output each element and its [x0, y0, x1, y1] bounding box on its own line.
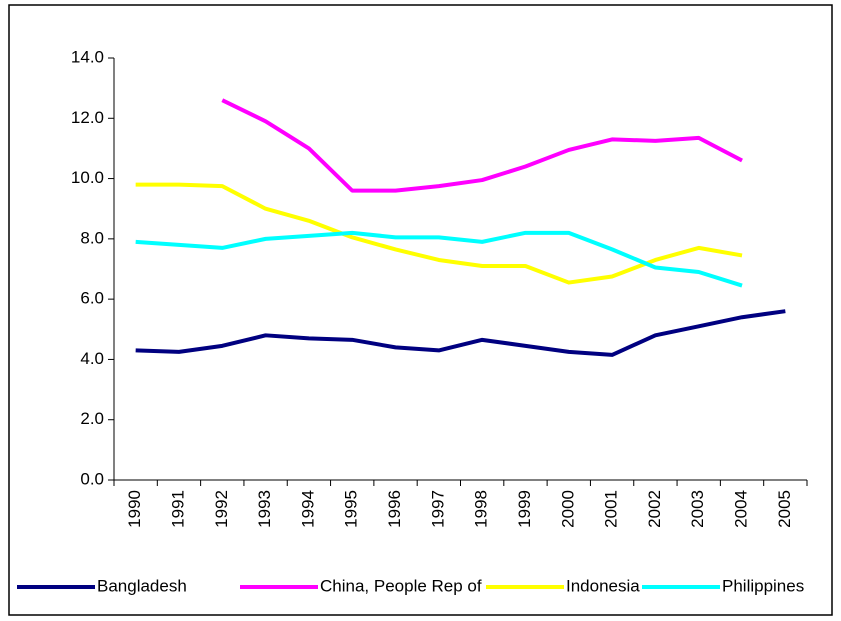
legend-label: China, People Rep of	[320, 576, 482, 595]
y-tick-label: 12.0	[71, 108, 104, 127]
y-tick-label: 10.0	[71, 168, 104, 187]
legend-label: Indonesia	[566, 576, 640, 595]
y-tick-label: 6.0	[80, 289, 104, 308]
y-tick-label: 8.0	[80, 228, 104, 247]
chart-frame	[8, 4, 833, 616]
y-tick-label: 2.0	[80, 409, 104, 428]
y-tick-label: 14.0	[71, 47, 104, 66]
series-line	[221, 98, 743, 193]
x-tick-label: 1998	[472, 490, 491, 528]
x-tick-label: 2003	[688, 490, 707, 528]
x-tick-label: 2004	[732, 490, 751, 528]
x-tick-label: 2000	[558, 490, 577, 528]
x-tick-label: 1999	[515, 490, 534, 528]
x-tick-label: 1996	[385, 490, 404, 528]
y-tick-label: 0.0	[80, 469, 104, 488]
x-tick-label: 2001	[602, 490, 621, 528]
x-tick-label: 1990	[125, 490, 144, 528]
y-tick-label: 4.0	[80, 349, 104, 368]
x-tick-label: 1991	[168, 490, 187, 528]
legend-label: Philippines	[722, 576, 804, 595]
x-tick-label: 1992	[212, 490, 231, 528]
x-tick-label: 2005	[775, 490, 794, 528]
series-line	[135, 309, 786, 357]
x-tick-label: 2002	[645, 490, 664, 528]
x-tick-label: 1995	[342, 490, 361, 528]
x-tick-label: 1997	[428, 490, 447, 528]
x-tick-label: 1994	[298, 490, 317, 528]
series-line	[135, 230, 743, 288]
x-tick-label: 1993	[255, 490, 274, 528]
legend-label: Bangladesh	[97, 576, 187, 595]
series-line	[135, 182, 743, 285]
